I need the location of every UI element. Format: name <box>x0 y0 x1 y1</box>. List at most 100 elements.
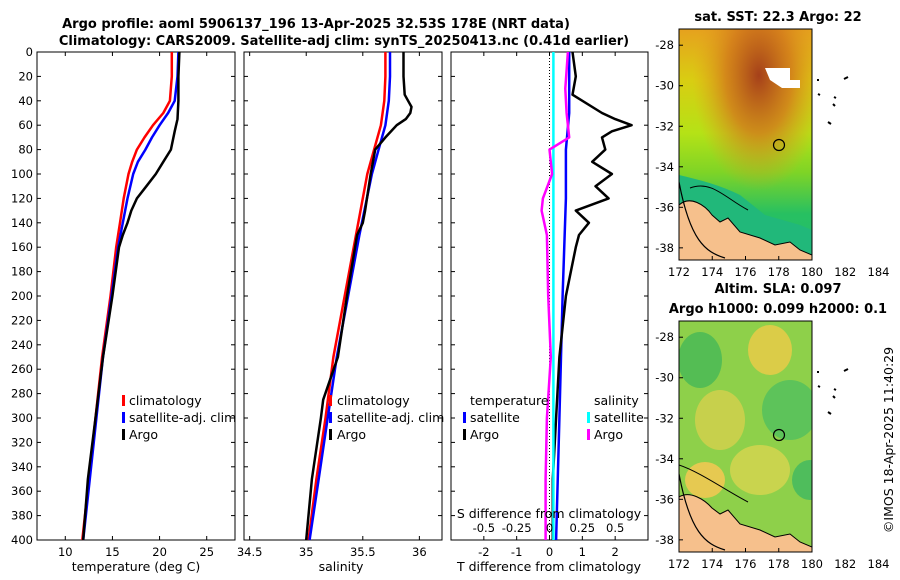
x-tick-label: 10 <box>58 545 73 559</box>
imos-watermark: ©IMOS 18-Apr-2025 11:40:29 <box>881 347 896 533</box>
depth-tick-label: 180 <box>11 265 33 279</box>
map-lon-tick-label: 172 <box>668 557 690 571</box>
depth-tick-label: 40 <box>18 94 33 108</box>
x-tick-label: 35.5 <box>350 545 376 559</box>
legend-label-climatology: climatology <box>129 393 202 408</box>
x-tick-labels: 10 15 20 25 34.5 35 35.5 36 -2 -1 0 1 2 -0.5 -0.25 0 0.2… <box>58 52 624 559</box>
depth-tick-label: 300 <box>11 411 33 425</box>
sst-map: sat. SST: 22.3 Argo: 22 172 174 176 178 180 1… <box>655 10 889 279</box>
x-tick-label: 36 <box>412 545 427 559</box>
depth-tick-label: 120 <box>11 191 33 205</box>
depth-tick-label: 100 <box>11 167 33 181</box>
sla-map-title-line1: Altim. SLA: 0.097 <box>715 282 842 297</box>
sst-argo-position-marker <box>772 138 786 152</box>
map-lat-tick-label: -34 <box>655 452 674 466</box>
sst-contour <box>679 181 726 259</box>
sla-blob <box>792 460 812 500</box>
sla-blob <box>685 462 725 498</box>
sst-missing-data <box>765 68 800 88</box>
legend-label-s-argo: Argo <box>594 427 623 442</box>
legend-swatch-t-satellite <box>463 412 466 423</box>
legend-swatch-satellite <box>122 412 125 423</box>
legend-title-temperature: temperature <box>470 393 549 408</box>
x2-tick-label: -0.5 <box>473 521 495 535</box>
series-line-argo <box>81 51 181 541</box>
difference-x2label: S difference from climatology <box>457 506 642 521</box>
sla-blob <box>762 380 812 440</box>
depth-tick-label: 260 <box>11 362 33 376</box>
sla-contour <box>679 473 726 551</box>
salinity-legend: climatology satellite-adj. clim Argo <box>329 393 444 442</box>
sst-map-ticks: 172 174 176 178 180 182 184 -28 -30 -32 -34 -36 -38 <box>655 38 889 279</box>
x2-tick-label: 0.5 <box>606 521 624 535</box>
sla-land <box>679 494 812 552</box>
map-lat-tick-label: -34 <box>655 160 674 174</box>
legend-swatch-argo <box>329 429 332 440</box>
legend-label-climatology: climatology <box>337 393 410 408</box>
salinity-series <box>304 52 413 541</box>
x2-tick-label: 0.25 <box>570 521 596 535</box>
depth-tick-label: 160 <box>11 240 33 254</box>
depth-tick-label: 140 <box>11 216 33 230</box>
depth-tick-label: 340 <box>11 460 33 474</box>
temperature-xlabel: temperature (deg C) <box>72 559 201 574</box>
map-lon-tick-label: 176 <box>735 557 757 571</box>
legend-label-satellite: satellite-adj. clim <box>129 410 236 425</box>
legend-label-argo: Argo <box>129 427 158 442</box>
map-lat-tick-label: -38 <box>655 241 674 255</box>
map-lon-tick-label: 178 <box>768 557 790 571</box>
temperature-axes <box>36 51 236 541</box>
legend-swatch-s-argo <box>587 429 590 440</box>
depth-tick-label: 80 <box>18 143 33 157</box>
figure-title-line2: Climatology: CARS2009. Satellite-adj cli… <box>59 34 629 49</box>
x-tick-label: 25 <box>199 545 214 559</box>
legend-swatch-argo <box>122 429 125 440</box>
depth-tick-labels: 0 20 40 60 80 100 120 140 160 180 200 220 240 260 280 3… <box>11 45 648 547</box>
depth-tick-label: 200 <box>11 289 33 303</box>
temperature-series <box>81 51 181 541</box>
map-lon-tick-label: 182 <box>834 557 856 571</box>
depth-tick-label: 0 <box>26 45 33 59</box>
sla-map: Altim. SLA: 0.097 Argo h1000: 0.099 h200… <box>655 282 889 571</box>
map-lon-tick-label: 174 <box>701 557 723 571</box>
map-lat-tick-label: -30 <box>655 79 674 93</box>
legend-label-t-argo: Argo <box>470 427 499 442</box>
series-line-climatology <box>307 52 387 541</box>
salinity-axes <box>243 51 443 541</box>
legend-label-s-satellite: satellite <box>594 410 644 425</box>
depth-tick-label: 60 <box>18 118 33 132</box>
sla-blob <box>679 332 722 388</box>
difference-series <box>540 51 633 541</box>
series-line-s-argo <box>540 51 571 540</box>
sla-blob <box>748 325 792 375</box>
map-lon-tick-label: 184 <box>868 265 890 279</box>
figure-title-line1: Argo profile: aoml 5906137_196 13-Apr-20… <box>62 17 570 32</box>
x-tick-label: 15 <box>105 545 120 559</box>
sla-map-title-line2: Argo h1000: 0.099 h2000: 0.1 <box>669 302 887 317</box>
map-lat-tick-label: -28 <box>655 330 674 344</box>
map-lat-tick-label: -36 <box>655 200 674 214</box>
sla-argo-position-marker <box>772 428 786 442</box>
map-lat-tick-label: -32 <box>655 411 674 425</box>
series-line-satellite-adj-clim <box>308 52 392 541</box>
legend-swatch-satellite <box>329 412 332 423</box>
sst-islands <box>817 76 849 125</box>
map-lat-tick-label: -36 <box>655 492 674 506</box>
x-tick-label: 1 <box>579 545 586 559</box>
sla-map-ticks: 172 174 176 178 180 182 184 -28 -30 -32 -34 -36 -38 <box>655 330 889 571</box>
sst-land <box>679 200 812 260</box>
map-lon-tick-label: 178 <box>768 265 790 279</box>
map-lon-tick-label: 184 <box>868 557 890 571</box>
series-line-t-argo <box>551 51 633 540</box>
depth-tick-label: 20 <box>18 69 33 83</box>
map-lon-tick-label: 180 <box>801 557 823 571</box>
sla-islands <box>817 368 849 415</box>
legend-swatch-s-satellite <box>587 412 590 423</box>
legend-label-argo: Argo <box>337 427 366 442</box>
depth-tick-label: 380 <box>11 509 33 523</box>
map-lon-tick-label: 176 <box>735 265 757 279</box>
sla-coastline <box>679 464 749 503</box>
sst-coastline <box>689 185 749 211</box>
sla-blob <box>695 390 745 450</box>
